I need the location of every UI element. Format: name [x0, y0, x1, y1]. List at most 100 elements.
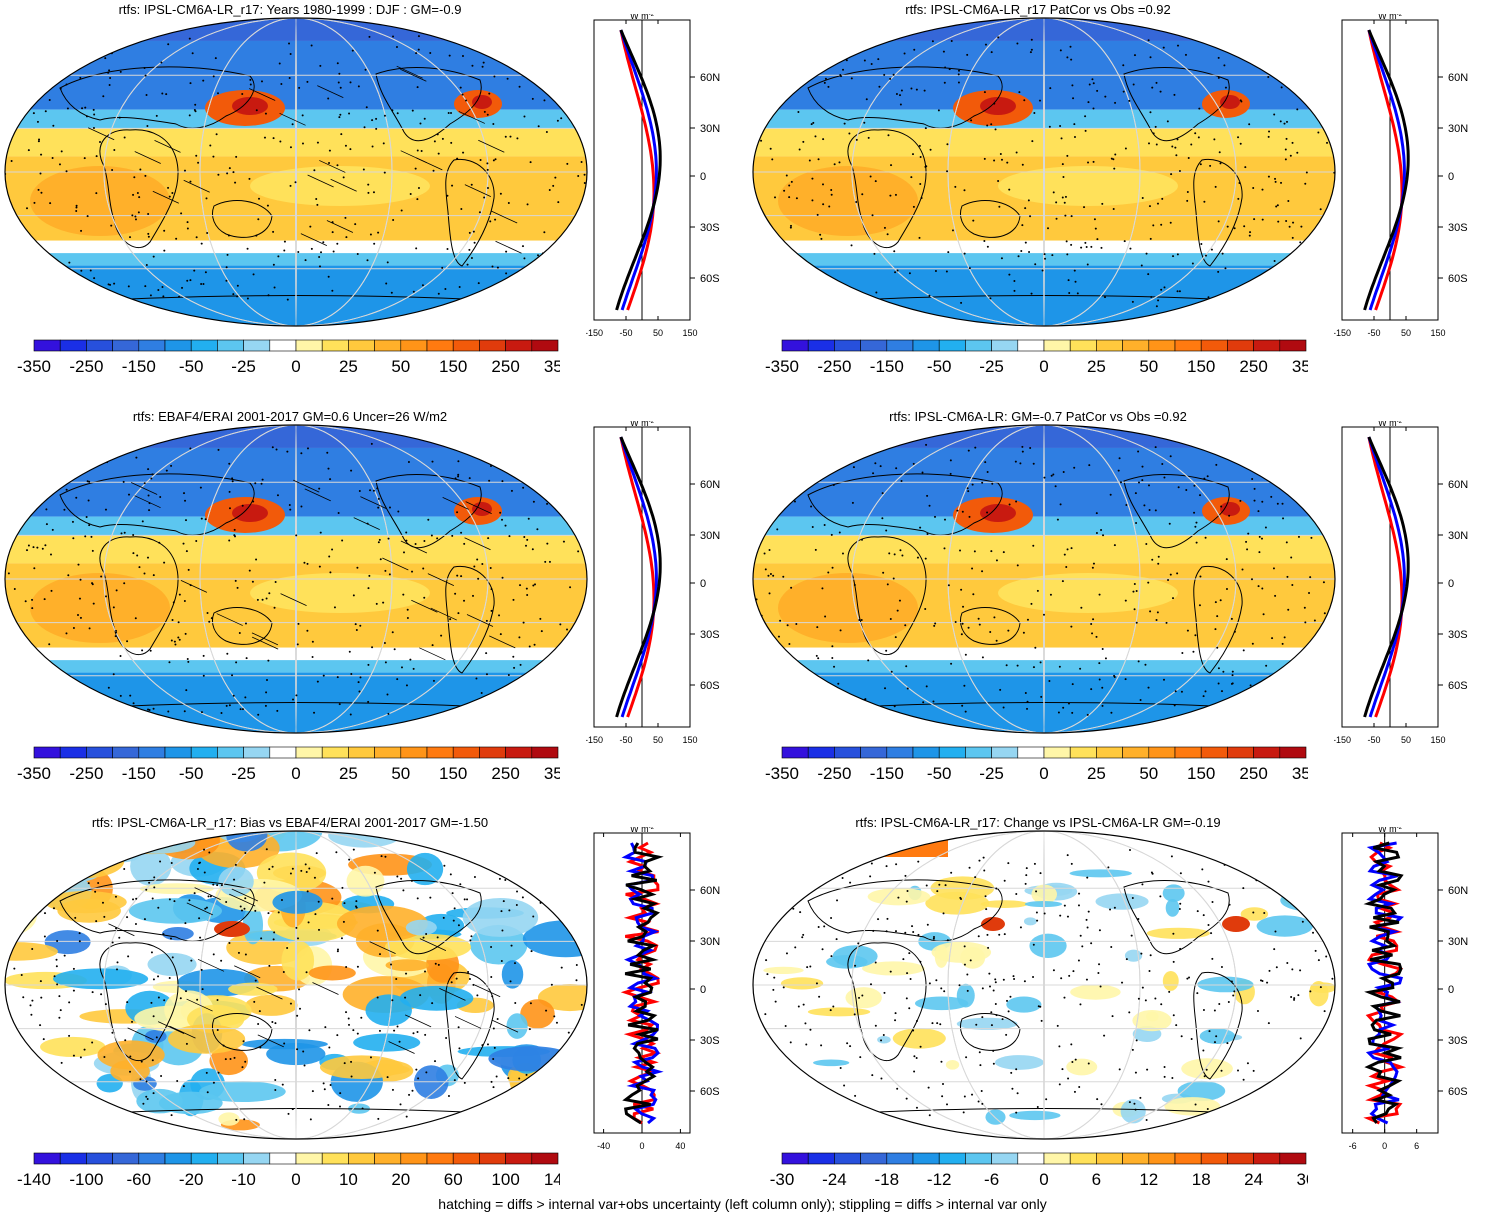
stipple-dot [910, 176, 913, 179]
stipple-dot [905, 1097, 908, 1100]
colorbar-box [479, 339, 506, 352]
stipple-dot [822, 138, 825, 141]
stipple-dot [1160, 288, 1163, 291]
graticule-lon [1043, 831, 1045, 1139]
stipple-dot [885, 649, 888, 652]
stipple-dot [236, 295, 239, 298]
stipple-dot [919, 182, 922, 185]
stipple-dot [468, 231, 471, 234]
stipple-dot [7, 572, 10, 575]
stipple-dot [1114, 153, 1117, 156]
stipple-dot [83, 55, 86, 58]
stipple-dot [950, 871, 953, 874]
stipple-dot [1100, 529, 1103, 532]
stipple-dot [536, 691, 539, 694]
contour-blob [147, 952, 197, 977]
stipple-dot [241, 504, 244, 507]
colorbar: -140-100-60-20-100102060100140 [17, 1152, 560, 1189]
colorbar-box [1253, 339, 1281, 352]
stipple-dot [521, 896, 524, 899]
stipple-dot [118, 936, 121, 939]
stipple-dot [521, 245, 524, 248]
north-america-outline [1123, 473, 1230, 549]
stipple-dot [451, 534, 454, 537]
contour-blob [53, 968, 149, 990]
stipple-dot [417, 1077, 420, 1080]
stipple-dot [790, 869, 793, 872]
stipple-dot [359, 624, 362, 627]
stipple-dot [1071, 683, 1074, 686]
hatch-line [279, 112, 306, 126]
graticule-lon [103, 425, 489, 733]
stipple-dot [760, 454, 763, 457]
stipple-dot [139, 1078, 142, 1081]
stipple-dot [450, 141, 453, 144]
stipple-dot [753, 237, 756, 240]
stipple-dot [894, 1019, 897, 1022]
stipple-dot [129, 694, 132, 697]
colorbar: -350-250-150-50-2502550150250350 [765, 746, 1308, 783]
stipple-dot [877, 58, 880, 61]
stipple-dot [40, 191, 43, 194]
stipple-dot [88, 524, 91, 527]
stipple-dot [1073, 123, 1076, 126]
hatch-line [108, 923, 135, 937]
stipple-dot [814, 684, 817, 687]
stipple-dot [983, 157, 986, 160]
stipple-dot [1258, 551, 1261, 554]
stipple-dot [851, 501, 854, 504]
stipple-dot [569, 586, 572, 589]
stipple-dot [473, 875, 476, 878]
stipple-dot [883, 991, 886, 994]
colorbar-box [1069, 339, 1097, 352]
stipple-dot [788, 643, 791, 646]
stipple-dot [916, 556, 919, 559]
stipple-dot [795, 622, 798, 625]
stipple-dot [943, 547, 946, 550]
stipple-dot [1060, 977, 1063, 980]
stipple-dot [1215, 463, 1218, 466]
stipple-dot [254, 909, 257, 912]
stipple-dot [402, 889, 405, 892]
zonal-line-blue [1367, 29, 1406, 311]
stipple-dot [1195, 521, 1198, 524]
stipple-dot [1295, 82, 1298, 85]
colorbar-box [374, 339, 402, 352]
stipple-dot [291, 1108, 294, 1111]
stipple-dot [1299, 1037, 1302, 1040]
stipple-dot [1303, 606, 1306, 609]
stipple-dot [1087, 161, 1090, 164]
contour-blob [308, 965, 356, 981]
hatch-line [180, 579, 208, 593]
stipple-dot [932, 937, 935, 940]
stipple-dot [1296, 1113, 1299, 1116]
stipple-dot [244, 852, 247, 855]
stipple-dot [951, 229, 954, 232]
stipple-dot [1039, 1005, 1042, 1008]
stipple-dot [1325, 910, 1328, 913]
stipple-dot [870, 62, 873, 65]
stipple-dot [254, 482, 257, 485]
stipple-dot [967, 626, 970, 629]
stipple-dot [559, 623, 562, 626]
colorbar-box [33, 746, 61, 759]
stipple-dot [431, 1002, 434, 1005]
contour-blob [218, 866, 254, 897]
stipple-dot [1217, 220, 1220, 223]
stipple-dot [1035, 911, 1038, 914]
stipple-dot [458, 285, 461, 288]
stipple-dot [39, 469, 42, 472]
colorbar-label: -18 [875, 1170, 900, 1189]
stipple-dot [31, 999, 34, 1002]
stipple-dot [51, 157, 54, 160]
stipple-dot [1187, 157, 1190, 160]
stipple-dot [306, 562, 309, 565]
stipple-dot [1005, 1033, 1008, 1036]
stipple-dot [877, 918, 880, 921]
stipple-dot [186, 221, 189, 224]
stipple-dot [434, 1060, 437, 1063]
stipple-dot [448, 54, 451, 57]
stipple-dot [91, 1041, 94, 1044]
world-map [752, 830, 1336, 1140]
colorbar-box [1174, 746, 1202, 759]
